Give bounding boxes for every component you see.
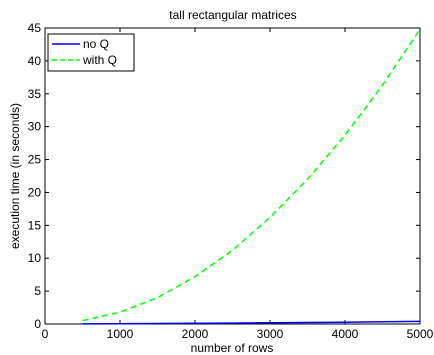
legend-box [47,33,135,72]
x-tick-label: 2000 [182,327,209,341]
y-tick-label: 25 [28,153,42,167]
x-tick-label: 5000 [407,327,434,341]
y-tick-label: 40 [28,54,42,68]
y-tick-label: 15 [28,218,42,232]
y-tick-label: 20 [28,185,42,199]
series-line-with-q [82,28,421,322]
x-tick-label: 1000 [107,327,134,341]
y-tick-label: 30 [28,120,42,134]
x-tick-label: 3000 [257,327,284,341]
y-tick-label: 45 [28,21,42,35]
y-tick-label: 35 [28,87,42,101]
series-line-no-q [82,320,421,325]
legend: no Q with Q [47,33,135,72]
y-tick-label: 5 [34,284,41,298]
y-tick-label: 0 [34,317,41,331]
plot-area [44,27,421,325]
x-tick-label: 0 [42,327,49,341]
series-layer [82,28,421,325]
legend-label-no-q: no Q [83,37,109,51]
chart-title: tall rectangular matrices [169,8,296,22]
axis-ticks: 0 1000 2000 3000 4000 5000 0 5 10 15 20 25 30 35 40 45 [28,21,434,341]
x-axis-title: number of rows [191,341,274,355]
y-axis-title: execution time (in seconds) [8,103,22,249]
x-tick-label: 4000 [332,327,359,341]
legend-label-with-q: with Q [82,53,117,67]
y-tick-label: 10 [28,251,42,265]
